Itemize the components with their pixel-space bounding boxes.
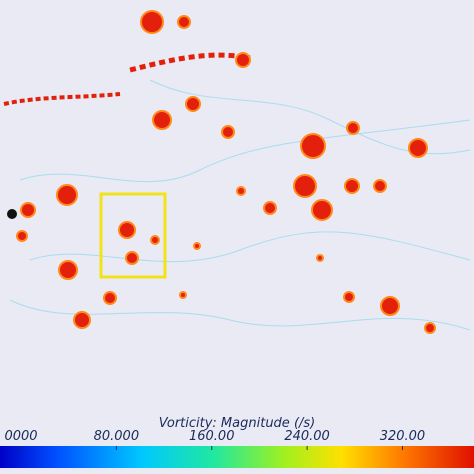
vortex: [152, 110, 172, 130]
vortex: [58, 260, 78, 280]
flow-field: [3, 10, 471, 334]
vortex: [150, 235, 160, 245]
colorbar-tick-label: 80.000: [94, 429, 140, 444]
vortex: [103, 291, 117, 305]
streak: [9, 299, 471, 331]
vortex: [343, 291, 355, 303]
vortex: [293, 174, 317, 198]
vortex: [179, 291, 187, 299]
vortex: [193, 242, 201, 250]
shear-layer: [129, 52, 251, 73]
colorbar: [0, 446, 474, 468]
vortex: [125, 251, 139, 265]
colorbar-tick-label: 320.00: [380, 429, 426, 444]
vortex: [236, 186, 246, 196]
vortex: [424, 322, 436, 334]
vortex: [177, 15, 191, 29]
colorbar-tick-label: 160.00: [189, 429, 235, 444]
vortex: [221, 125, 235, 139]
body: [7, 209, 17, 219]
vortex: [316, 254, 324, 262]
vortex: [140, 10, 164, 34]
vortex: [311, 199, 333, 221]
vortex: [20, 202, 36, 218]
vortex: [346, 121, 360, 135]
vortex: [16, 230, 28, 242]
vortex: [185, 96, 201, 112]
colorbar-tick-label: 240.00: [284, 429, 330, 444]
vortex: [56, 184, 78, 206]
vortex: [118, 221, 136, 239]
vortex: [373, 179, 387, 193]
vortex: [300, 133, 326, 159]
colorbar-title: Vorticity: Magnitude (/s): [159, 416, 316, 431]
shear-layer: [3, 92, 121, 106]
vortex: [344, 178, 360, 194]
vortex: [235, 52, 251, 68]
streak: [29, 231, 471, 263]
vortex: [380, 296, 400, 316]
highlight-box: [99, 192, 167, 279]
vortex: [408, 138, 428, 158]
colorbar-tick-label: 0000: [4, 429, 37, 444]
vortex: [73, 311, 91, 329]
vortex: [263, 201, 277, 215]
